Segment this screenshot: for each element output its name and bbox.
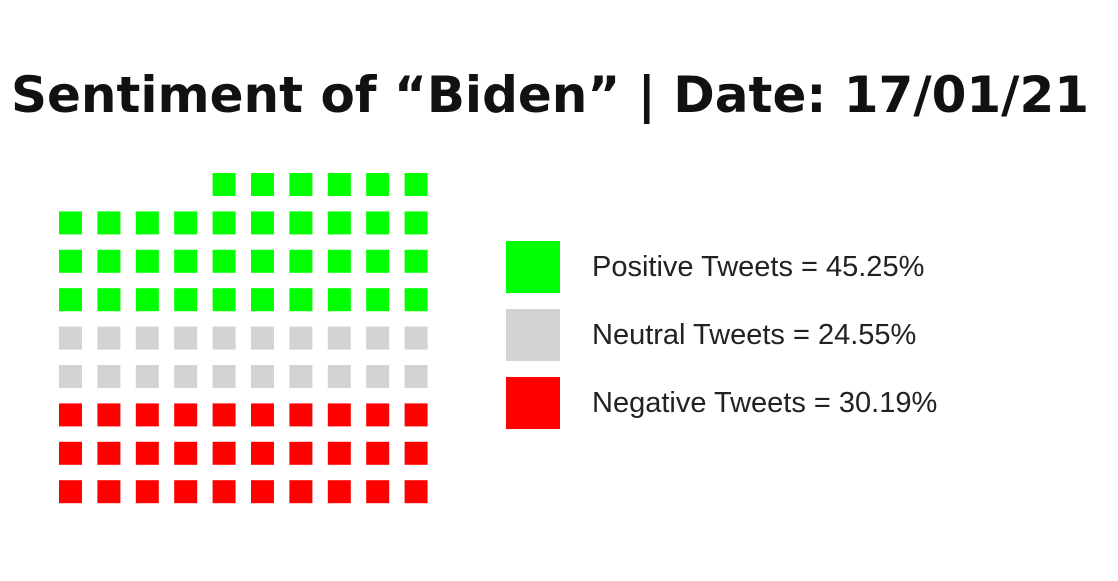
- waffle-cell-positive: [212, 211, 236, 235]
- waffle-cell-negative: [289, 480, 313, 504]
- waffle-cell-neutral: [289, 365, 313, 388]
- waffle-cell-neutral: [327, 326, 351, 350]
- waffle-cell-positive: [366, 288, 390, 312]
- legend-label-neutral: Neutral Tweets = 24.55%: [592, 318, 917, 351]
- waffle-cell-positive: [404, 249, 428, 273]
- waffle-cell-positive: [59, 288, 82, 312]
- waffle-cell-neutral: [366, 326, 390, 350]
- waffle-cell-negative: [135, 403, 159, 427]
- waffle-cell-negative: [327, 403, 351, 427]
- legend: Positive Tweets = 45.25% Neutral Tweets …: [506, 241, 937, 445]
- waffle-cell-positive: [251, 249, 274, 273]
- waffle-cell-negative: [327, 441, 351, 465]
- waffle-cell-negative: [289, 441, 313, 465]
- waffle-cell-positive: [366, 249, 390, 273]
- waffle-cell-neutral: [212, 326, 236, 350]
- waffle-cell-negative: [366, 480, 390, 504]
- waffle-cell-negative: [59, 441, 82, 465]
- waffle-cell-neutral: [59, 326, 82, 350]
- waffle-cell-negative: [251, 441, 274, 465]
- waffle-cell-positive: [251, 211, 274, 235]
- waffle-cell-negative: [212, 441, 236, 465]
- waffle-cell-negative: [327, 480, 351, 504]
- waffle-cell-negative: [59, 403, 82, 427]
- waffle-cell-positive: [404, 173, 428, 196]
- waffle-cell-positive: [59, 211, 82, 235]
- waffle-cell-negative: [135, 441, 159, 465]
- waffle-cell-positive: [327, 288, 351, 312]
- waffle-cell-neutral: [97, 365, 121, 388]
- waffle-cell-negative: [212, 403, 236, 427]
- waffle-cell-positive: [97, 249, 121, 273]
- waffle-cell-neutral: [59, 365, 82, 388]
- waffle-cell-negative: [97, 441, 121, 465]
- waffle-cell-positive: [97, 288, 121, 312]
- waffle-cell-neutral: [174, 365, 198, 388]
- waffle-cell-neutral: [289, 326, 313, 350]
- waffle-cell-negative: [135, 480, 159, 504]
- waffle-cell-negative: [174, 403, 198, 427]
- waffle-cell-negative: [251, 403, 274, 427]
- legend-swatch-negative: [506, 377, 560, 429]
- waffle-cell-negative: [59, 480, 82, 504]
- waffle-cell-negative: [289, 403, 313, 427]
- waffle-cell-positive: [212, 173, 236, 196]
- waffle-cell-positive: [174, 288, 198, 312]
- waffle-cell-neutral: [212, 365, 236, 388]
- waffle-cell-negative: [366, 441, 390, 465]
- waffle-cell-neutral: [135, 365, 159, 388]
- waffle-cell-neutral: [97, 326, 121, 350]
- waffle-cell-negative: [251, 480, 274, 504]
- legend-item-neutral: Neutral Tweets = 24.55%: [506, 309, 937, 361]
- legend-item-positive: Positive Tweets = 45.25%: [506, 241, 937, 293]
- waffle-cell-positive: [135, 288, 159, 312]
- waffle-cell-positive: [404, 288, 428, 312]
- waffle-cell-negative: [174, 441, 198, 465]
- waffle-cell-positive: [366, 173, 390, 196]
- chart-title: Sentiment of “Biden” | Date: 17/01/21: [10, 66, 1090, 124]
- waffle-cell-negative: [404, 441, 428, 465]
- waffle-cell-positive: [289, 288, 313, 312]
- waffle-cell-positive: [327, 249, 351, 273]
- waffle-cell-positive: [212, 288, 236, 312]
- waffle-cell-positive: [59, 249, 82, 273]
- waffle-cell-neutral: [366, 365, 390, 388]
- waffle-cell-neutral: [404, 365, 428, 388]
- legend-swatch-positive: [506, 241, 560, 293]
- waffle-cell-positive: [174, 211, 198, 235]
- waffle-cell-negative: [97, 480, 121, 504]
- legend-item-negative: Negative Tweets = 30.19%: [506, 377, 937, 429]
- waffle-cell-neutral: [251, 326, 274, 350]
- waffle-cell-positive: [289, 173, 313, 196]
- waffle-cell-neutral: [174, 326, 198, 350]
- waffle-cell-positive: [366, 211, 390, 235]
- waffle-cell-negative: [212, 480, 236, 504]
- waffle-cell-positive: [212, 249, 236, 273]
- waffle-cell-positive: [289, 249, 313, 273]
- waffle-cell-negative: [404, 480, 428, 504]
- waffle-cell-positive: [404, 211, 428, 235]
- legend-swatch-neutral: [506, 309, 560, 361]
- waffle-cell-neutral: [135, 326, 159, 350]
- legend-label-positive: Positive Tweets = 45.25%: [592, 250, 925, 283]
- waffle-cell-positive: [289, 211, 313, 235]
- legend-label-negative: Negative Tweets = 30.19%: [592, 386, 938, 419]
- waffle-cell-positive: [135, 211, 159, 235]
- waffle-cell-positive: [251, 288, 274, 312]
- waffle-cell-positive: [97, 211, 121, 235]
- waffle-cell-neutral: [327, 365, 351, 388]
- waffle-cell-negative: [174, 480, 198, 504]
- waffle-cell-positive: [135, 249, 159, 273]
- waffle-cell-neutral: [404, 326, 428, 350]
- waffle-cell-positive: [327, 173, 351, 196]
- waffle-cell-neutral: [251, 365, 274, 388]
- waffle-cell-positive: [174, 249, 198, 273]
- waffle-cell-positive: [327, 211, 351, 235]
- waffle-cell-negative: [404, 403, 428, 427]
- waffle-cell-positive: [251, 173, 274, 196]
- waffle-cell-negative: [97, 403, 121, 427]
- waffle-cell-negative: [366, 403, 390, 427]
